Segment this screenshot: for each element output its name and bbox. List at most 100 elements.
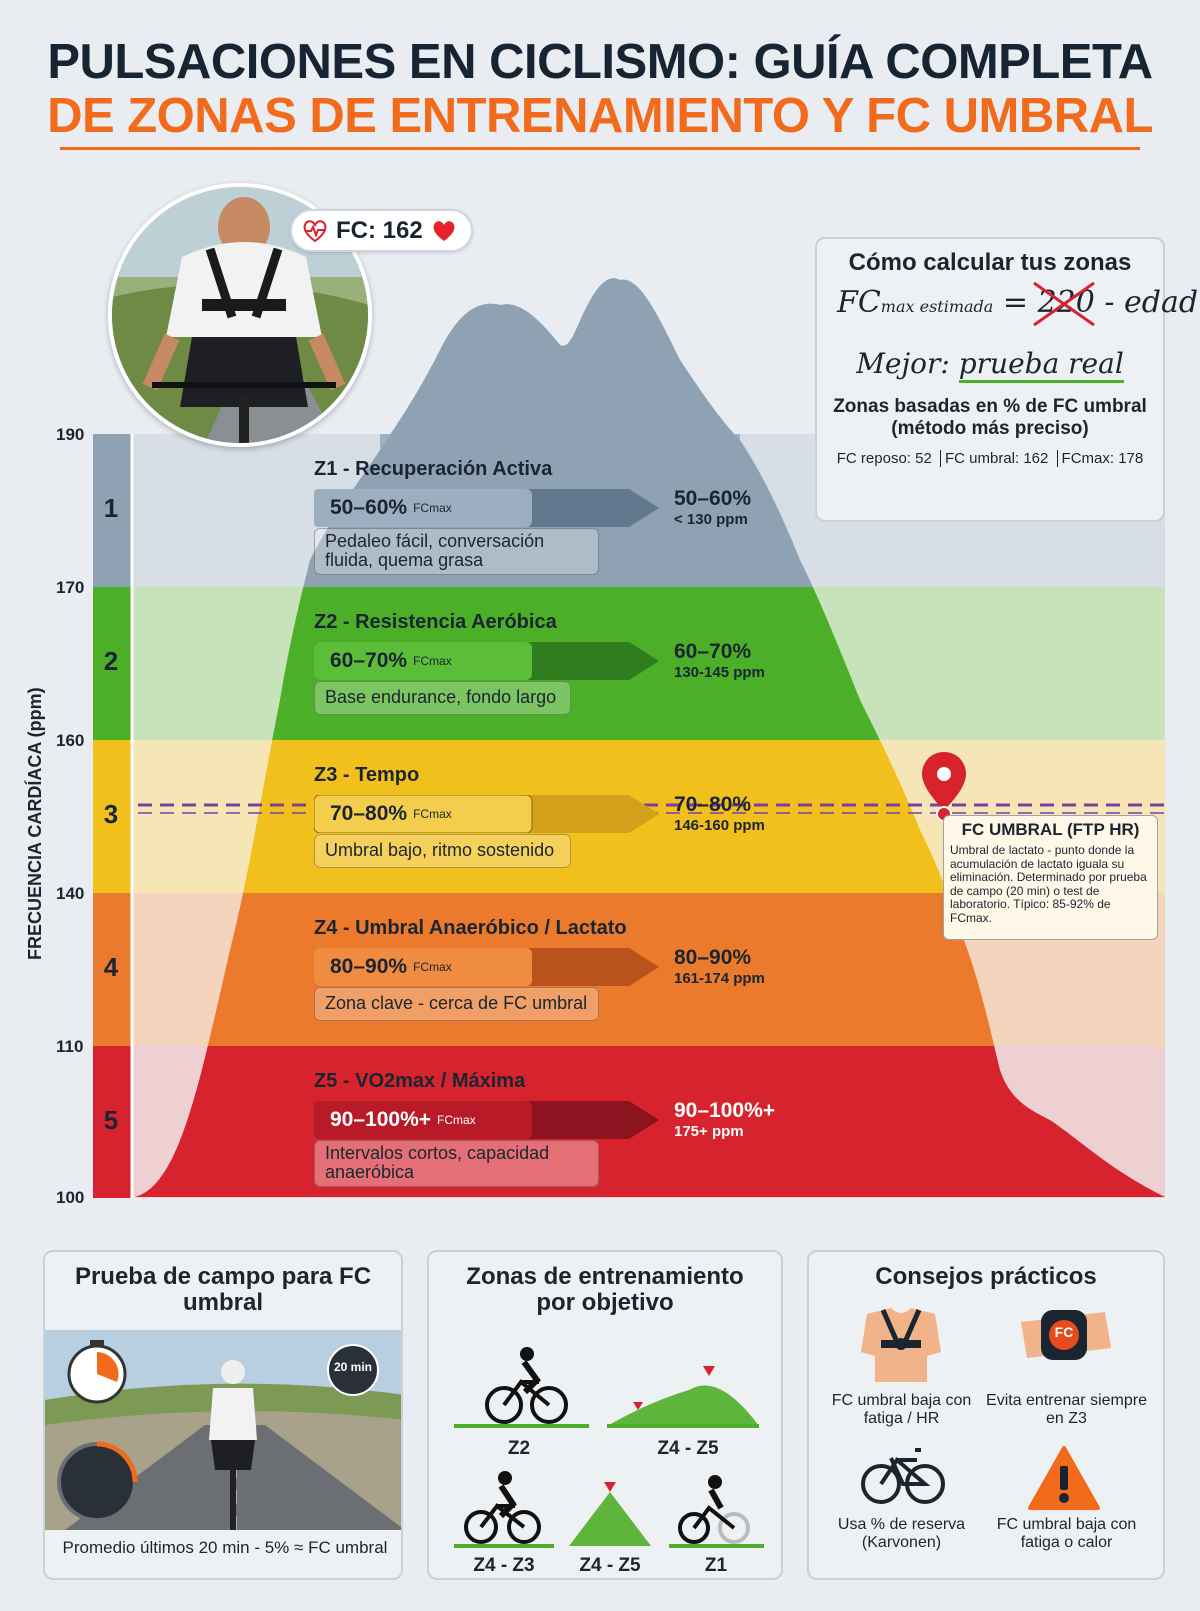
zone-ppm: 146-160 ppm	[674, 817, 765, 834]
zone-arrow	[314, 795, 659, 833]
field-test-caption: Promedio últimos 20 min - 5% ≈ FC umbral	[62, 1538, 388, 1557]
zone-ppm: 130-145 ppm	[674, 664, 765, 681]
field-test-photo	[45, 1330, 401, 1530]
zone-title: Z2 - Resistencia Aeróbica	[314, 611, 557, 633]
title-divider	[60, 147, 1140, 150]
objective-label: Z4 - Z5	[579, 1555, 641, 1576]
card-title: Consejos prácticos	[875, 1263, 1097, 1290]
pill-value: 60–70%	[330, 649, 408, 672]
y-tick: 190	[56, 425, 85, 444]
zone-number: 3	[103, 799, 119, 829]
field-test-card: Prueba de campo para FC umbral 20 min Pr…	[43, 1250, 403, 1580]
zone-description: Umbral bajo, ritmo sostenido	[314, 834, 571, 868]
timer-label: 20 min	[333, 1360, 372, 1374]
warning-icon	[1028, 1446, 1100, 1510]
heart-rate-badge: FC: 162	[290, 209, 473, 252]
objective-label: Z1	[704, 1555, 728, 1576]
formula-sub: max estimada	[880, 297, 994, 316]
pill-unit: FCmax	[413, 654, 452, 668]
y-tick: 160	[56, 731, 85, 750]
y-axis-label: FRECUENCIA CARDÍACA (ppm)	[25, 687, 45, 960]
stats-line: FC reposo: 52 FC umbral: 162 FCmax: 178	[817, 450, 1163, 467]
tip-label: Evita entrenar siempre en Z3	[986, 1392, 1147, 1427]
zone-percent: 80–90%	[674, 946, 752, 969]
tips-icons	[861, 1308, 1111, 1510]
heart-rate-value: FC: 162	[336, 216, 423, 244]
watch-label: FC	[1054, 1324, 1074, 1340]
objective-label: Z2	[507, 1438, 531, 1459]
y-tick: 100	[56, 1188, 85, 1207]
tips-card: Consejos prácticos FC FC umbral baja co	[807, 1250, 1165, 1580]
objectives-illustration	[454, 1347, 764, 1548]
bike-icon	[861, 1448, 945, 1504]
heart-pulse-icon	[303, 219, 327, 242]
formula-fc: FC	[837, 285, 881, 320]
y-tick: 140	[56, 884, 85, 903]
cyclist-icon	[669, 1475, 764, 1548]
y-tick: 110	[56, 1037, 84, 1056]
pill-unit: FCmax	[413, 807, 452, 821]
zone-percent: 90–100%+	[674, 1099, 776, 1122]
objective-label: Z4 - Z5	[657, 1438, 719, 1459]
zone-ppm: 161-174 ppm	[674, 970, 765, 987]
better-value: prueba real	[958, 347, 1124, 383]
zone-description: Zona clave - cerca de FC umbral	[314, 987, 599, 1021]
zones-note: Zonas basadas en % de FC umbral (método …	[833, 396, 1147, 439]
zone-title: Z5 - VO2max / Máxima	[314, 1070, 526, 1092]
formula-rest: - edad	[1104, 285, 1199, 320]
better-label: Mejor:	[856, 347, 950, 380]
ftp-title: FC UMBRAL (FTP HR)	[961, 820, 1140, 839]
zone-arrow	[314, 642, 659, 680]
cyclist-icon	[454, 1471, 554, 1548]
tip-label: FC umbral baja con fatiga / HR	[831, 1392, 972, 1427]
ftp-body: Umbral de lactato - punto donde la acumu…	[950, 843, 1147, 925]
pill-value: 70–80%	[330, 802, 408, 825]
formula-equals: =	[1002, 285, 1029, 320]
tip-label: Usa % de reserva (Karvonen)	[837, 1516, 966, 1551]
zone-percent: 60–70%	[674, 640, 752, 663]
tip-label: FC umbral baja con fatiga o calor	[996, 1516, 1137, 1551]
chest-strap-icon	[861, 1308, 941, 1382]
zone-description: Pedaleo fácil, conversación fluida, quem…	[314, 528, 599, 575]
stat-max: FCmax: 178	[1061, 450, 1144, 467]
pill-value: 90–100%+	[330, 1108, 432, 1131]
zone-arrow	[314, 489, 659, 527]
card-title: Zonas de entrenamiento por objetivo	[466, 1263, 744, 1316]
pill-value: 80–90%	[330, 955, 408, 978]
zone-ppm: < 130 ppm	[674, 511, 748, 528]
y-tick: 170	[56, 578, 85, 597]
zone-number: 1	[103, 493, 119, 523]
zone-percent: 50–60%	[674, 487, 752, 510]
zone-percent: 70–80%	[674, 793, 752, 816]
zone-ppm: 175+ ppm	[674, 1123, 744, 1140]
pill-unit: FCmax	[413, 501, 452, 515]
heart-icon	[433, 220, 455, 241]
calc-box: Cómo calcular tus zonas FCmax estimada =…	[815, 237, 1198, 522]
stat-rest: FC reposo: 52	[836, 450, 932, 467]
pill-unit: FCmax	[413, 960, 452, 974]
title-line2: DE ZONAS DE ENTRENAMIENTO Y FC UMBRAL	[47, 89, 1153, 143]
pill-unit: FCmax	[437, 1113, 476, 1127]
zone-arrow	[314, 1101, 659, 1139]
zone-number: 2	[103, 646, 119, 676]
zone-description: Base endurance, fondo largo	[314, 681, 571, 715]
zone-description: Intervalos cortos, capacidad anaeróbica	[314, 1140, 599, 1187]
better-note: Mejor: prueba real	[817, 347, 1163, 383]
title-line1: PULSACIONES EN CICLISMO: GUÍA COMPLETA	[47, 35, 1153, 89]
ftp-box: FC UMBRAL (FTP HR) Umbral de lactato - p…	[943, 815, 1158, 940]
zone-arrow	[314, 948, 659, 986]
strike-icon	[1032, 281, 1095, 327]
pill-value: 50–60%	[330, 496, 408, 519]
watch-icon	[1021, 1310, 1111, 1360]
calc-title: Cómo calcular tus zonas	[848, 249, 1132, 276]
zone-title: Z1 - Recuperación Activa	[314, 458, 553, 480]
formula: FCmax estimada = 220 - edad	[817, 281, 1198, 345]
stat-threshold: FC umbral: 162	[944, 450, 1049, 467]
zone-number: 4	[103, 952, 119, 982]
zone-title: Z4 - Umbral Anaeróbico / Lactato	[314, 917, 627, 939]
zone-number: 5	[103, 1105, 119, 1135]
zone-title: Z3 - Tempo	[314, 764, 420, 786]
objectives-card: Zonas de entrenamiento por objetivo	[427, 1250, 783, 1580]
card-title: Prueba de campo para FC umbral	[74, 1263, 372, 1316]
objective-label: Z4 - Z3	[473, 1555, 535, 1576]
